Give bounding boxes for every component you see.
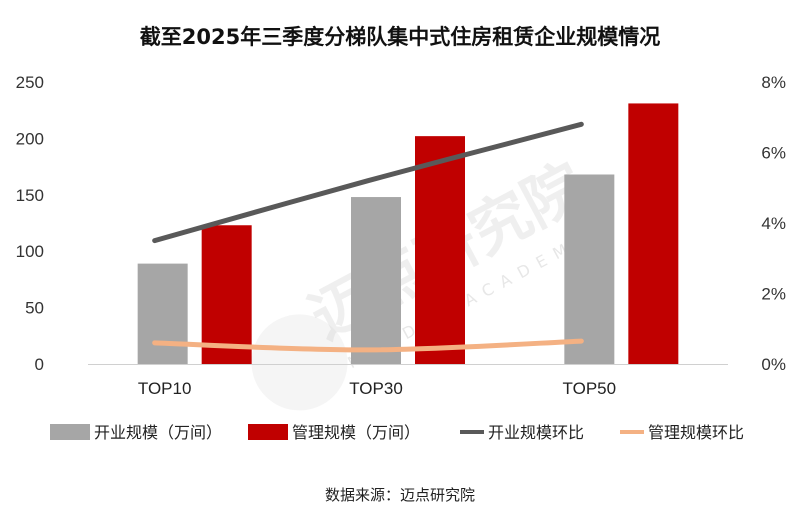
- lines: [152, 121, 584, 353]
- category-label: TOP30: [349, 379, 403, 398]
- chart-title: 截至2025年三季度分梯队集中式住房租赁企业规模情况: [140, 25, 660, 49]
- right-tick-label: 6%: [761, 144, 786, 163]
- left-tick-label: 150: [16, 186, 44, 205]
- left-axis: 0 50 100 150 200 250: [16, 73, 44, 374]
- right-axis: 0% 2% 4% 6% 8%: [761, 73, 786, 374]
- left-tick-label: 50: [25, 299, 44, 318]
- bar-managed-top50: [628, 103, 679, 364]
- legend: 开业规模（万间） 管理规模（万间） 开业规模环比 管理规模环比: [50, 423, 744, 442]
- bar-open-top30: [351, 197, 401, 364]
- bar-open-top10: [137, 263, 188, 364]
- managed-growth-line: [152, 338, 584, 353]
- legend-label: 开业规模环比: [488, 423, 584, 442]
- right-tick-label: 8%: [761, 73, 786, 92]
- legend-swatch: [248, 424, 288, 440]
- legend-swatch: [50, 424, 90, 440]
- left-tick-label: 100: [16, 242, 44, 261]
- left-tick-label: 0: [35, 355, 44, 374]
- bar-managed-top30: [415, 136, 465, 364]
- category-labels: TOP10 TOP30 TOP50: [138, 379, 616, 398]
- right-tick-label: 0%: [761, 355, 786, 374]
- right-tick-label: 4%: [761, 214, 786, 233]
- category-label: TOP10: [138, 379, 192, 398]
- legend-label: 管理规模（万间）: [292, 423, 420, 442]
- watermark-logo-icon: [251, 314, 348, 411]
- legend-label: 管理规模环比: [648, 423, 744, 442]
- right-tick-label: 2%: [761, 285, 786, 304]
- bars: [137, 103, 679, 364]
- source-note: 数据来源：迈点研究院: [325, 486, 475, 504]
- left-tick-label: 250: [16, 73, 44, 92]
- bar-open-top50: [564, 174, 615, 364]
- category-label: TOP50: [563, 379, 617, 398]
- left-tick-label: 200: [16, 129, 44, 148]
- open-growth-line: [152, 121, 584, 244]
- bar-managed-top10: [201, 225, 252, 364]
- legend-label: 开业规模（万间）: [94, 423, 222, 442]
